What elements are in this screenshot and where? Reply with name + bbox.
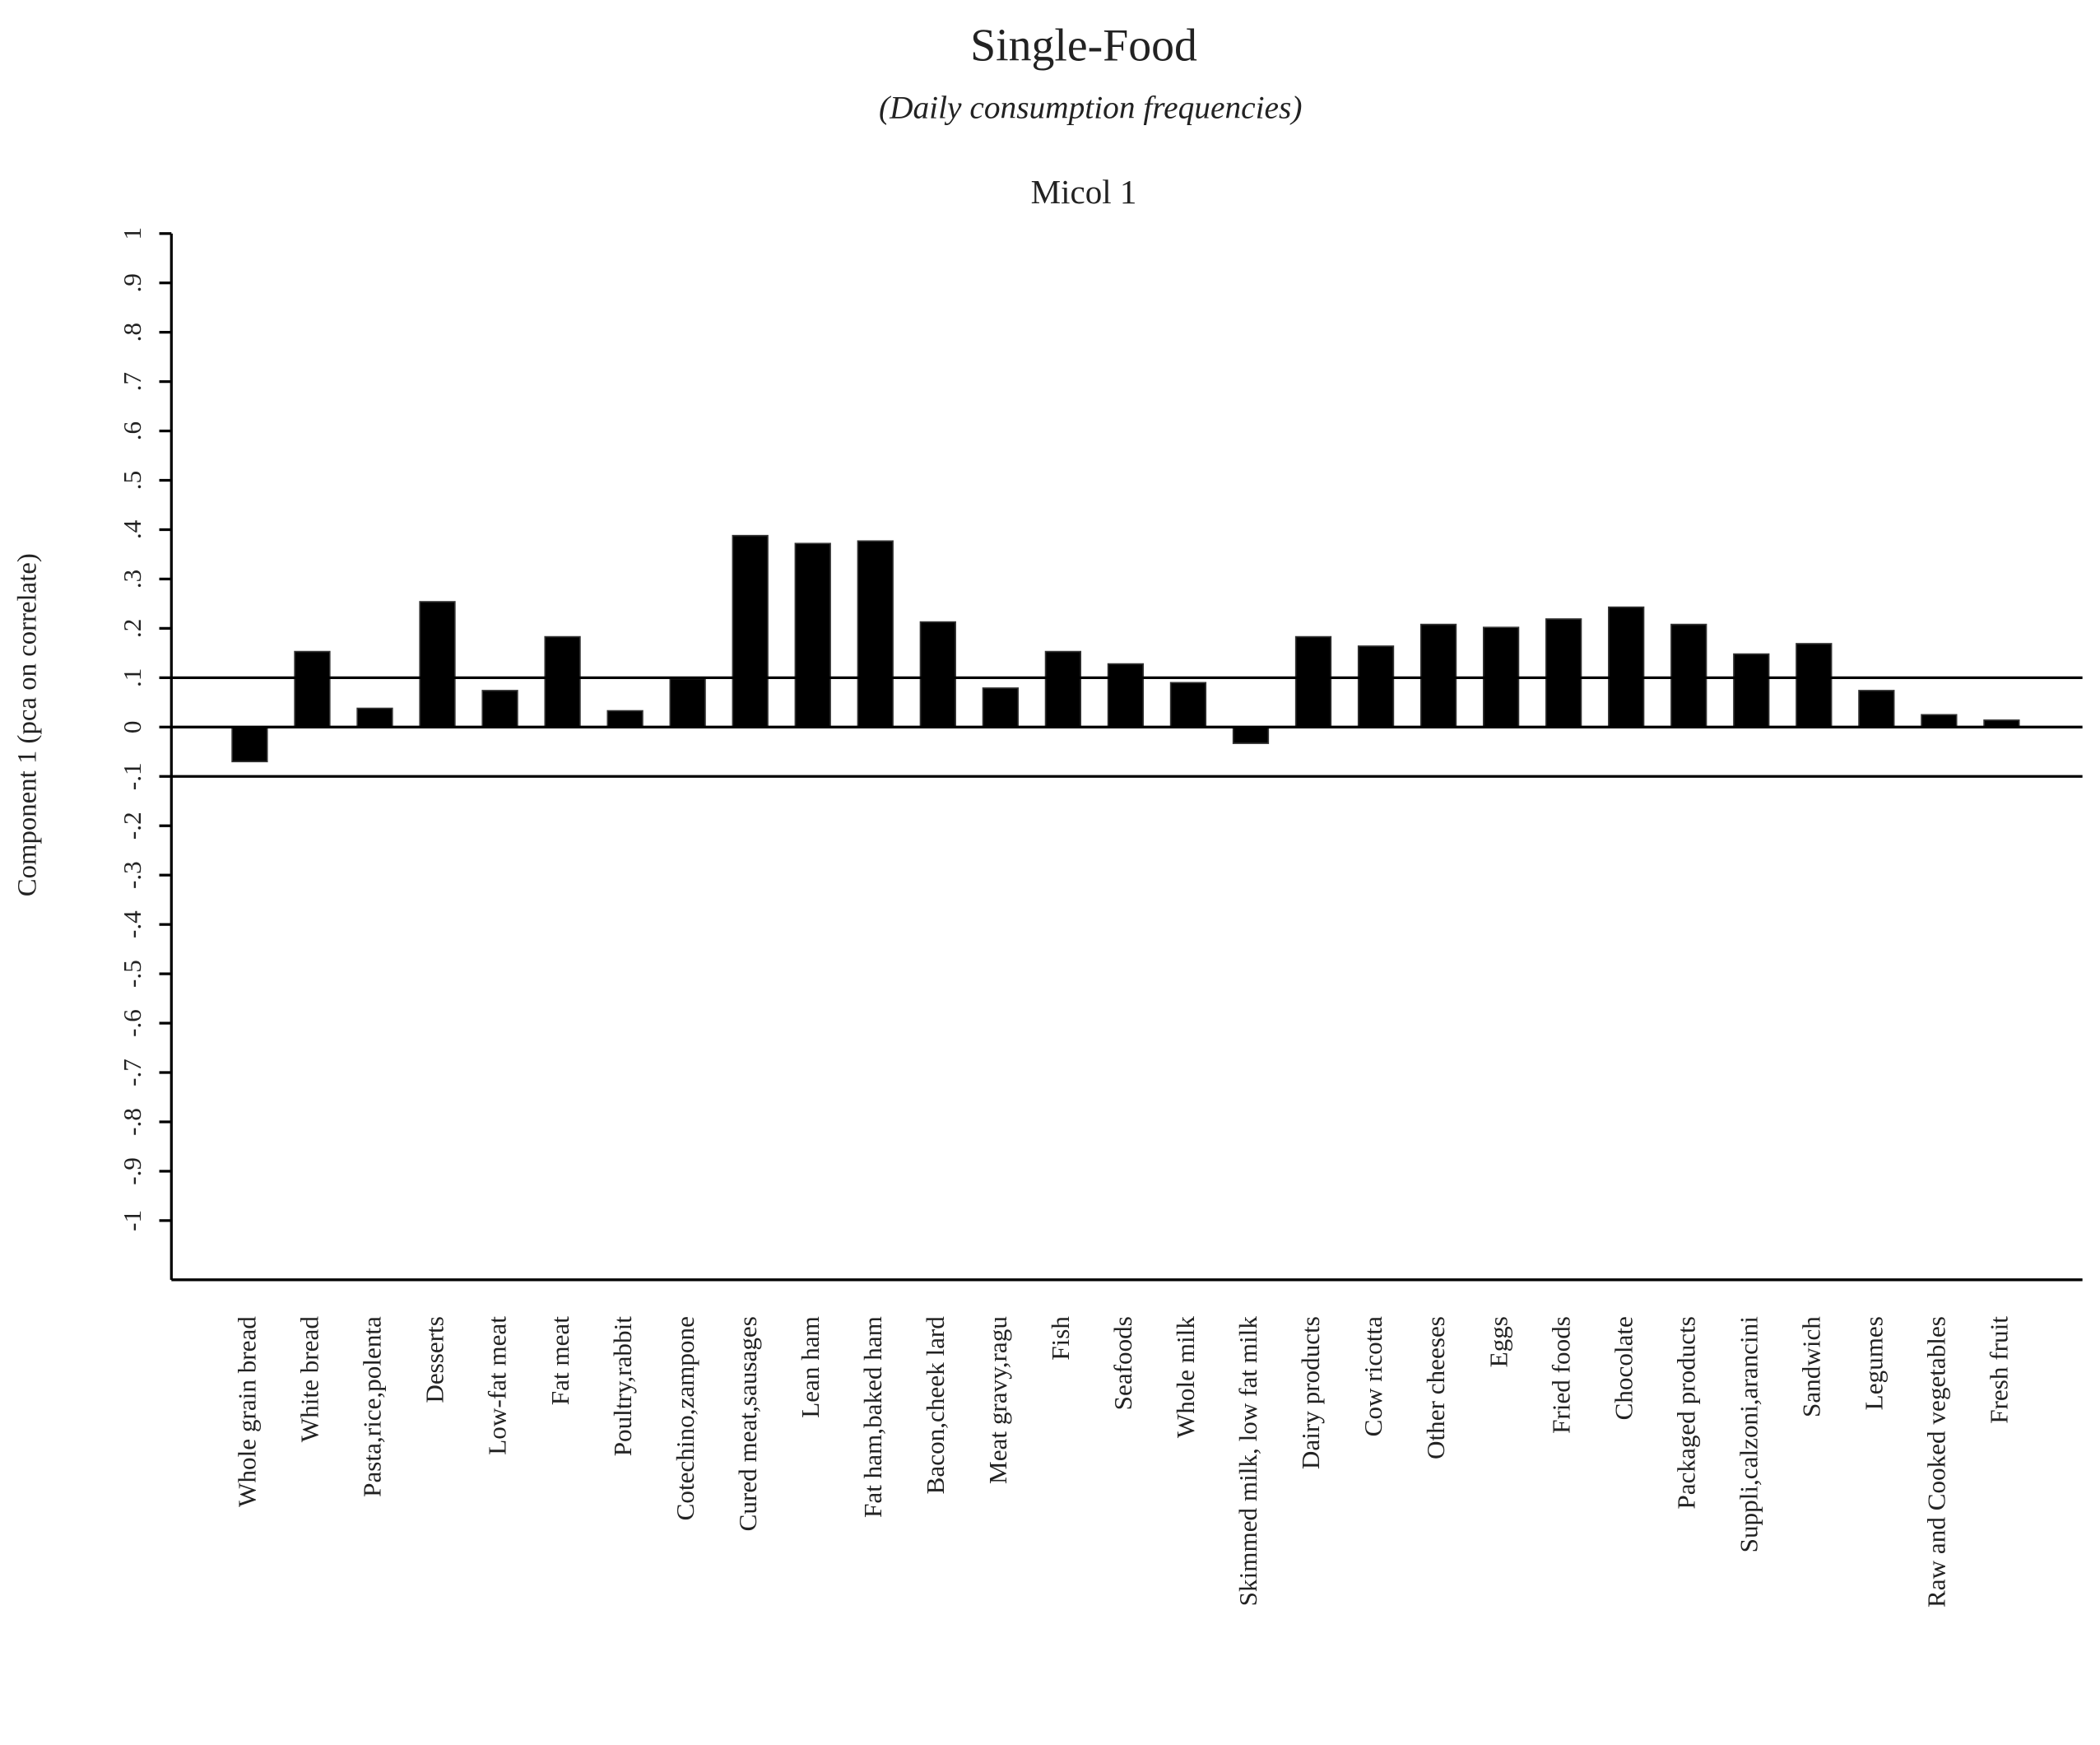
bar	[294, 650, 331, 728]
chart-title: Single-Food	[970, 20, 1197, 71]
y-axis-label: Component 1 (pca on correlate)	[13, 553, 43, 896]
bar	[1858, 690, 1895, 728]
y-tick-label: .4	[118, 519, 146, 539]
bar	[1294, 635, 1332, 728]
y-tick-label: -1	[118, 1210, 146, 1231]
y-tick-label: .5	[118, 471, 146, 490]
bar	[982, 687, 1019, 728]
panel-title: Micol 1	[1031, 173, 1137, 211]
bar	[1419, 623, 1457, 728]
bar	[356, 707, 393, 728]
y-tick-label: .8	[118, 323, 146, 342]
x-tick-label: Cured meat,sausages	[733, 1316, 762, 1531]
bar	[1232, 726, 1270, 744]
x-tick-label: Fresh fruit	[1985, 1316, 2014, 1424]
x-tick-label: Cotechino,zampone	[671, 1316, 699, 1520]
bar	[857, 540, 894, 728]
bar	[1044, 650, 1082, 728]
y-tick-label: .7	[118, 372, 146, 391]
y-tick-label: .1	[118, 668, 146, 687]
chart-subtitle: (Daily consumption frequencies)	[879, 90, 1302, 126]
x-tick-label: Lean ham	[796, 1316, 825, 1418]
x-tick-label: Raw and Cooked vegetables	[1922, 1316, 1951, 1608]
x-tick-label: Meat gravy,ragu	[983, 1316, 1012, 1484]
bar	[1357, 645, 1395, 728]
y-tick-label: -.1	[118, 762, 146, 790]
y-tick-label: -.9	[118, 1157, 146, 1185]
bar	[1733, 653, 1770, 728]
x-tick-label: Desserts	[420, 1316, 449, 1403]
x-tick-label: Cow ricotta	[1359, 1316, 1387, 1436]
bar	[231, 726, 268, 763]
x-tick-label: Pasta,rice,polenta	[358, 1316, 387, 1497]
bar	[481, 690, 518, 728]
y-tick-label: .3	[118, 570, 146, 589]
bar	[1545, 618, 1582, 728]
y-tick-label: .9	[118, 273, 146, 292]
y-tick-label: -.2	[118, 812, 146, 840]
bar	[606, 710, 643, 728]
x-tick-label: Dairy products	[1296, 1316, 1325, 1469]
y-tick-label: -.6	[118, 1009, 146, 1037]
bar	[919, 621, 956, 728]
x-tick-label: Bacon,cheek lard	[921, 1316, 950, 1495]
x-tick-label: White bread	[295, 1316, 324, 1443]
x-tick-label: Fried foods	[1546, 1316, 1575, 1434]
y-tick-label: 0	[118, 721, 146, 734]
bar	[732, 534, 769, 728]
x-tick-label: Other cheeses	[1421, 1316, 1450, 1459]
bar	[1169, 682, 1207, 728]
bar	[419, 601, 456, 728]
bar	[1670, 623, 1707, 728]
bar	[1608, 606, 1645, 728]
bar	[794, 542, 831, 728]
bar	[1107, 663, 1145, 728]
x-tick-label: Skimmed milk, low fat milk	[1234, 1316, 1262, 1607]
bar	[544, 635, 581, 728]
y-tick-label: -.3	[118, 861, 146, 889]
y-tick-label: 1	[118, 227, 146, 240]
y-tick-label: -.8	[118, 1108, 146, 1136]
x-tick-label: Fat meat	[546, 1316, 574, 1405]
bar	[1796, 643, 1833, 728]
y-tick-label: -.7	[118, 1059, 146, 1087]
x-tick-label: Sandwich	[1796, 1316, 1825, 1417]
x-tick-label: Chocolate	[1609, 1316, 1638, 1420]
bar	[1921, 714, 1958, 728]
x-tick-label: Low-fat meat	[483, 1316, 512, 1455]
y-tick-label: -.4	[118, 910, 146, 938]
bar	[669, 677, 706, 728]
x-tick-label: Seafoods	[1108, 1316, 1137, 1410]
x-tick-label: Whole milk	[1171, 1316, 1200, 1438]
x-tick-label: Suppli,calzoni,arancini	[1734, 1316, 1763, 1553]
x-tick-label: Whole grain bread	[233, 1316, 262, 1507]
x-tick-label: Poultry,rabbit	[608, 1316, 637, 1457]
x-tick-label: Fish	[1046, 1316, 1075, 1361]
y-tick-label: -.5	[118, 960, 146, 988]
x-tick-label: Eggs	[1484, 1316, 1512, 1367]
y-tick-label: .2	[118, 619, 146, 638]
x-tick-label: Legumes	[1859, 1316, 1888, 1410]
x-tick-label: Fat ham,baked ham	[858, 1316, 887, 1518]
x-tick-label: Packaged products	[1671, 1316, 1700, 1509]
y-tick-label: .6	[118, 421, 146, 440]
